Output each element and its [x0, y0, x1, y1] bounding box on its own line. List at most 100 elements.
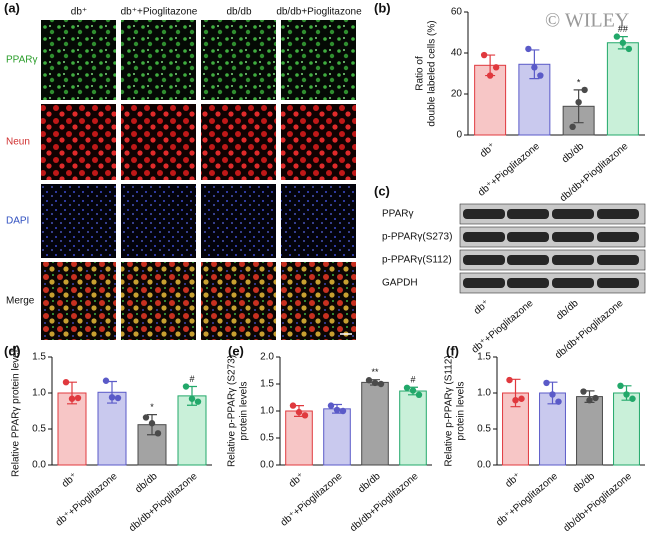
- y-tick-label: 0.5: [260, 433, 274, 444]
- data-point: [339, 407, 347, 415]
- column-header: db/db: [226, 7, 251, 18]
- data-point: [295, 408, 303, 416]
- micrograph: [281, 20, 356, 100]
- y-tick-label: 1.5: [477, 352, 491, 363]
- data-point: [581, 86, 588, 94]
- significance-label: ##: [618, 24, 628, 34]
- blot-band: [507, 209, 549, 219]
- data-point: [518, 395, 525, 402]
- micrograph: [281, 262, 356, 340]
- data-point: [365, 377, 373, 384]
- blot-band: [597, 232, 639, 242]
- micrograph: [41, 104, 116, 180]
- blot-label: PPARγ: [382, 209, 414, 220]
- blot-band: [597, 209, 639, 219]
- y-axis-label: Relative p-PPARγ (S273): [227, 355, 238, 467]
- column-header: db⁺+Pioglitazone: [121, 7, 198, 18]
- row-label: DAPI: [6, 216, 29, 227]
- data-point: [194, 398, 202, 405]
- data-point: [371, 379, 379, 387]
- x-tick-label: db/db+Pioglitazone: [348, 471, 421, 535]
- micrograph: [281, 184, 356, 258]
- column-header: db/db+Pioglitazone: [276, 7, 362, 18]
- data-point: [586, 397, 593, 404]
- bar: [323, 408, 351, 466]
- micrograph: [201, 104, 276, 180]
- data-point: [68, 395, 76, 402]
- panel-label: (c): [374, 183, 390, 198]
- data-point: [592, 394, 599, 402]
- y-tick-label: 0.5: [32, 424, 46, 435]
- blot-band: [463, 209, 505, 219]
- micrograph: [121, 262, 196, 340]
- micrograph: [281, 104, 356, 180]
- micrograph: [121, 184, 196, 258]
- significance-label: *: [577, 77, 581, 87]
- category-label: db⁺: [472, 298, 492, 317]
- data-point: [617, 382, 624, 389]
- y-tick-label: 0.0: [32, 460, 46, 471]
- data-point: [102, 377, 110, 384]
- micrograph: [201, 184, 276, 258]
- y-tick-label: 40: [451, 48, 463, 59]
- data-point: [613, 33, 621, 40]
- x-tick-label: db⁺: [503, 471, 523, 490]
- blot-band: [463, 232, 505, 242]
- data-point: [537, 72, 544, 79]
- data-point: [188, 395, 196, 402]
- x-tick-label: db/db+Pioglitazone: [562, 471, 635, 535]
- data-point: [580, 388, 587, 395]
- x-tick-label: db⁺: [287, 471, 307, 490]
- y-axis-label: Relative p-PPARγ (S112): [444, 355, 455, 466]
- y-axis-label: protein levels: [239, 382, 250, 441]
- bar: [539, 392, 566, 466]
- data-point: [333, 406, 341, 414]
- data-point: [114, 394, 122, 402]
- micrograph: [121, 104, 196, 180]
- data-point: [62, 379, 70, 386]
- bar: [613, 392, 640, 466]
- micrograph: [41, 20, 116, 100]
- blot-band: [463, 278, 505, 288]
- y-tick-label: 2.0: [260, 352, 274, 363]
- data-point: [492, 64, 500, 71]
- data-point: [327, 402, 335, 409]
- blot-band: [507, 255, 549, 265]
- blot-band: [463, 255, 505, 265]
- bar: [518, 63, 551, 136]
- data-point: [289, 402, 297, 409]
- panel-label: (e): [228, 343, 244, 358]
- data-point: [415, 391, 423, 398]
- row-label: Merge: [6, 296, 35, 307]
- data-point: [555, 398, 562, 405]
- significance-label: *: [150, 402, 154, 412]
- y-tick-label: 0.0: [477, 460, 491, 471]
- y-axis-label: Relative PPARγ protein levels: [11, 345, 22, 477]
- x-tick-label: db/db: [560, 141, 587, 166]
- row-label: PPARγ: [6, 55, 38, 66]
- significance-label: #: [410, 375, 415, 385]
- y-tick-label: 1.0: [477, 388, 491, 399]
- panel-label: (b): [374, 0, 391, 15]
- data-point: [108, 394, 116, 401]
- y-axis-label: Ratio of: [415, 56, 426, 91]
- data-point: [377, 380, 385, 388]
- blot-band: [552, 278, 594, 288]
- bar: [177, 395, 207, 466]
- y-tick-label: 0: [456, 130, 462, 141]
- bar: [285, 410, 313, 466]
- y-tick-label: 20: [451, 89, 463, 100]
- bar: [361, 381, 389, 466]
- data-point: [575, 99, 582, 106]
- panel-label: (a): [4, 0, 20, 15]
- blot-band: [597, 255, 639, 265]
- data-point: [182, 383, 190, 390]
- data-point: [142, 414, 150, 421]
- significance-label: **: [371, 367, 379, 377]
- y-tick-label: 0.0: [260, 460, 274, 471]
- data-point: [512, 397, 519, 404]
- data-point: [549, 391, 556, 398]
- y-tick-label: 0.5: [477, 424, 491, 435]
- data-point: [623, 391, 630, 398]
